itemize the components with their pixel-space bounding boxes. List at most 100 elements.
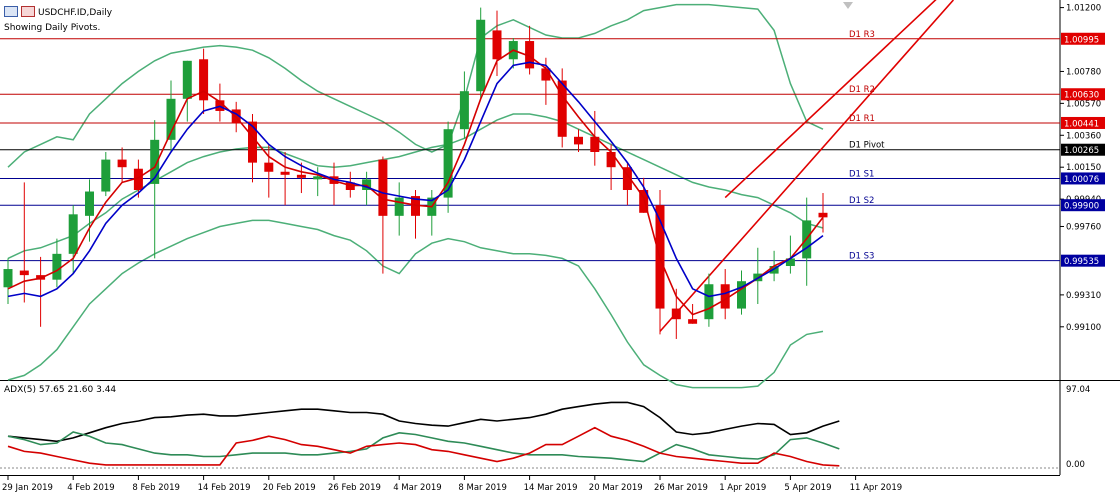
candle-body bbox=[182, 60, 192, 99]
candle-body bbox=[720, 284, 730, 309]
candle-body bbox=[704, 284, 714, 320]
time-tick-label: 5 Apr 2019 bbox=[784, 483, 831, 493]
pivot-label: D1 S3 bbox=[849, 252, 874, 262]
candle-body bbox=[133, 168, 143, 190]
pivot-price-box bbox=[1061, 172, 1105, 185]
candle-body bbox=[574, 136, 583, 145]
time-tick-label: 14 Feb 2019 bbox=[198, 483, 251, 493]
candle-body bbox=[313, 176, 323, 180]
adx-axis-label: 97.04 bbox=[1066, 385, 1090, 395]
candle-body bbox=[85, 191, 94, 216]
candle-body bbox=[101, 159, 111, 192]
candle-body bbox=[199, 59, 209, 101]
chart-header-icons bbox=[4, 6, 35, 17]
scroll-marker-icon[interactable] bbox=[843, 2, 853, 9]
time-tick-label: 8 Mar 2019 bbox=[458, 483, 506, 493]
candle-body bbox=[476, 19, 486, 92]
candle-body bbox=[117, 159, 127, 168]
pivot-price-label: 1.00995 bbox=[1064, 35, 1099, 45]
bollinger-line bbox=[7, 3, 824, 168]
pivot-label: D1 Pivot bbox=[849, 141, 885, 151]
pivot-price-label: 1.00441 bbox=[1064, 119, 1099, 129]
time-tick-label: 4 Mar 2019 bbox=[393, 483, 441, 493]
candle-body bbox=[492, 30, 502, 60]
pivot-labels: D1 R3 1.00995 D1 R2 1.00630 D1 R1 1.00441 D1 P… bbox=[849, 30, 1105, 267]
candle-body bbox=[264, 162, 274, 172]
pivot-lines bbox=[0, 38, 1060, 262]
chart-type-icon[interactable] bbox=[21, 6, 35, 17]
pivot-price-label: 0.99535 bbox=[1064, 257, 1099, 267]
pivot-price-label: 1.00630 bbox=[1064, 91, 1099, 101]
time-tick-label: 14 Mar 2019 bbox=[524, 483, 578, 493]
candle-body bbox=[3, 269, 13, 288]
price-tick-label: 0.99100 bbox=[1066, 323, 1101, 333]
pivot-label: D1 R1 bbox=[849, 114, 875, 124]
candle-body bbox=[590, 136, 600, 152]
pivot-label: D1 S1 bbox=[849, 169, 874, 179]
adx-series-line bbox=[7, 401, 840, 443]
time-tick-label: 26 Mar 2019 bbox=[654, 483, 708, 493]
time-tick-label: 20 Feb 2019 bbox=[263, 483, 316, 493]
candle-body bbox=[166, 98, 176, 140]
symbol-title: USDCHF.ID,Daily bbox=[38, 8, 113, 18]
candle-body bbox=[459, 91, 469, 130]
pivot-price-box bbox=[1061, 116, 1105, 129]
bollinger-line bbox=[7, 219, 824, 389]
moving-average-line bbox=[7, 61, 824, 298]
price-tick-label: 0.99310 bbox=[1066, 291, 1101, 301]
pivot-price-box bbox=[1061, 143, 1105, 156]
price-tick-label: 1.00150 bbox=[1066, 163, 1101, 173]
time-tick-label: 20 Mar 2019 bbox=[589, 483, 643, 493]
pivot-label: D1 S2 bbox=[849, 196, 874, 206]
time-tick-label: 1 Apr 2019 bbox=[719, 483, 766, 493]
candlesticks bbox=[3, 7, 828, 339]
price-tick-label: 1.01200 bbox=[1066, 4, 1101, 14]
candle-body bbox=[688, 319, 698, 324]
pivot-price-label: 1.00076 bbox=[1064, 175, 1099, 185]
time-tick-label: 8 Feb 2019 bbox=[132, 483, 180, 493]
pivot-price-box bbox=[1061, 254, 1105, 267]
pivot-label: D1 R3 bbox=[849, 30, 875, 40]
time-tick-label: 29 Jan 2019 bbox=[2, 483, 53, 493]
price-tick-label: 0.99760 bbox=[1066, 222, 1101, 232]
candle-body bbox=[541, 68, 551, 81]
adx-label: ADX(5) 57.65 21.60 3.44 bbox=[4, 385, 117, 395]
candle-body bbox=[622, 167, 632, 190]
candle-body bbox=[671, 308, 681, 320]
pivot-price-label: 1.00265 bbox=[1064, 146, 1099, 156]
pivot-price-box bbox=[1061, 199, 1105, 212]
moving-average-line bbox=[7, 49, 824, 316]
candle-body bbox=[443, 129, 453, 198]
candle-body bbox=[737, 281, 746, 309]
candle-body bbox=[639, 190, 649, 213]
candle-body bbox=[606, 152, 616, 168]
candle-body bbox=[557, 80, 567, 137]
candle-body bbox=[818, 212, 828, 218]
pivot-price-box bbox=[1061, 88, 1105, 101]
time-tick-label: 4 Feb 2019 bbox=[67, 483, 115, 493]
candle-body bbox=[378, 159, 388, 216]
price-tick-label: 1.00570 bbox=[1066, 99, 1101, 109]
window-icon[interactable] bbox=[4, 6, 18, 17]
candle-body bbox=[296, 174, 306, 178]
pivot-label: D1 R2 bbox=[849, 85, 875, 95]
time-tick-label: 26 Feb 2019 bbox=[328, 483, 381, 493]
candle-body bbox=[394, 197, 404, 216]
candle-body bbox=[248, 121, 257, 163]
pivot-price-box bbox=[1061, 32, 1105, 45]
price-tick-label: 1.00780 bbox=[1066, 67, 1101, 77]
trend-line bbox=[724, 0, 937, 199]
candle-body bbox=[19, 270, 29, 276]
adx-series-line bbox=[7, 426, 840, 467]
time-axis: 29 Jan 2019 4 Feb 2019 8 Feb 2019 14 Feb 20… bbox=[2, 476, 902, 493]
pivots-note: Showing Daily Pivots. bbox=[4, 23, 101, 33]
candle-body bbox=[150, 139, 160, 184]
candle-body bbox=[52, 253, 62, 280]
price-tick-label: 1.00360 bbox=[1066, 131, 1101, 141]
moving-averages bbox=[7, 49, 824, 316]
adx-axis-label: 0.00 bbox=[1066, 460, 1085, 470]
adx-series-line bbox=[7, 431, 840, 463]
